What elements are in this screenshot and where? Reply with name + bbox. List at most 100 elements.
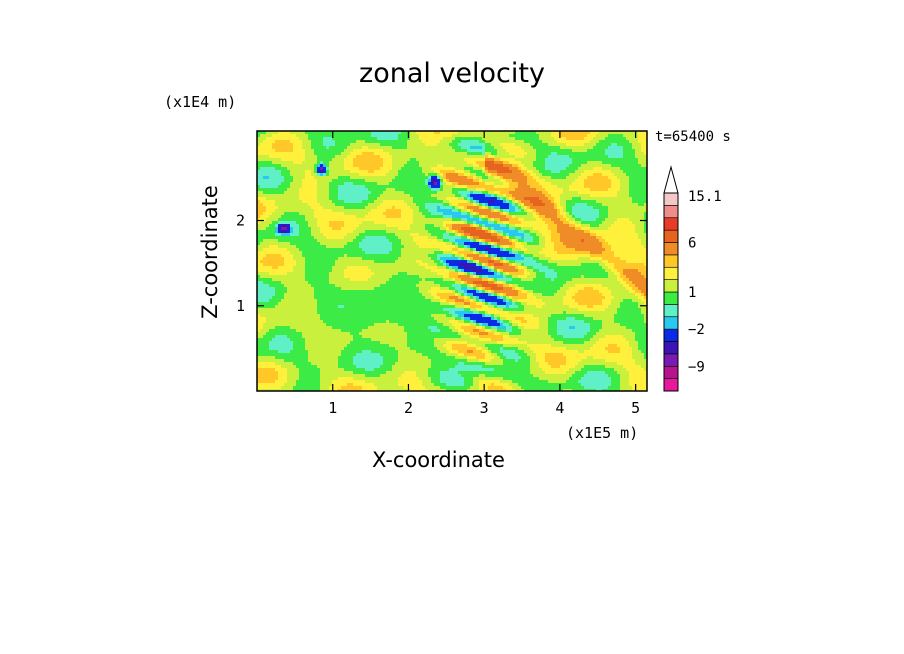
field-cell [329,239,333,243]
field-cell [488,206,492,210]
field-cell [308,185,312,189]
field-cell [314,194,318,198]
field-cell [458,188,462,192]
field-cell [635,149,639,153]
field-cell [263,218,267,222]
field-cell [620,152,624,156]
field-cell [395,227,399,231]
field-cell [395,233,399,237]
field-cell [359,230,363,234]
field-cell [458,200,462,204]
field-cell [599,239,603,243]
field-cell [572,200,576,204]
field-cell [314,164,318,168]
field-cell [380,245,384,249]
field-cell [605,203,609,207]
field-cell [329,185,333,189]
field-cell [368,173,372,177]
field-cell [479,230,483,234]
field-cell [296,167,300,171]
field-cell [467,137,471,141]
field-cell [416,155,420,159]
field-cell [545,179,549,183]
field-cell [476,221,480,225]
field-cell [605,179,609,183]
field-cell [377,176,381,180]
field-cell [551,164,555,168]
field-cell [554,152,558,156]
field-cell [473,224,477,228]
field-cell [626,236,630,240]
field-cell [299,149,303,153]
field-cell [611,224,615,228]
field-cell [350,209,354,213]
field-cell [473,170,477,174]
field-cell [524,236,528,240]
field-cell [290,221,294,225]
field-cell [362,239,366,243]
field-cell [536,200,540,204]
field-cell [509,188,513,192]
field-cell [332,152,336,156]
field-cell [440,182,444,186]
field-cell [257,245,261,249]
field-cell [587,242,591,246]
field-cell [419,239,423,243]
field-cell [419,230,423,234]
field-cell [305,167,309,171]
field-cell [578,242,582,246]
field-cell [296,230,300,234]
field-cell [410,188,414,192]
field-cell [542,179,546,183]
field-cell [371,221,375,225]
field-cell [311,245,315,249]
field-cell [461,140,465,144]
field-cell [473,146,477,150]
field-cell [290,227,294,231]
field-cell [296,143,300,147]
field-cell [539,161,543,165]
field-cell [530,212,534,216]
field-cell [485,176,489,180]
field-cell [323,236,327,240]
field-cell [341,236,345,240]
field-cell [470,203,474,207]
field-cell [635,176,639,180]
field-cell [335,218,339,222]
field-cell [641,158,645,162]
field-cell [590,152,594,156]
field-cell [404,242,408,246]
field-cell [602,206,606,210]
field-cell [515,164,519,168]
field-cell [437,152,441,156]
field-cell [581,170,585,174]
field-cell [521,158,525,162]
field-cell [596,131,600,135]
field-cell [413,233,417,237]
field-cell [575,242,579,246]
field-cell [317,158,321,162]
field-cell [527,221,531,225]
field-cell [467,176,471,180]
field-cell [455,167,459,171]
field-cell [266,236,270,240]
field-cell [602,182,606,186]
field-cell [287,227,291,231]
field-cell [467,206,471,210]
field-cell [368,167,372,171]
field-cell [581,212,585,216]
field-cell [458,131,462,135]
field-cell [620,212,624,216]
field-cell [362,209,366,213]
field-cell [380,203,384,207]
field-cell [374,173,378,177]
field-cell [590,173,594,177]
field-cell [281,206,285,210]
field-cell [620,170,624,174]
field-cell [347,218,351,222]
field-cell [587,143,591,147]
field-cell [266,239,270,243]
field-cell [389,206,393,210]
x-axis-label: X-coordinate [372,448,505,472]
field-cell [374,134,378,138]
